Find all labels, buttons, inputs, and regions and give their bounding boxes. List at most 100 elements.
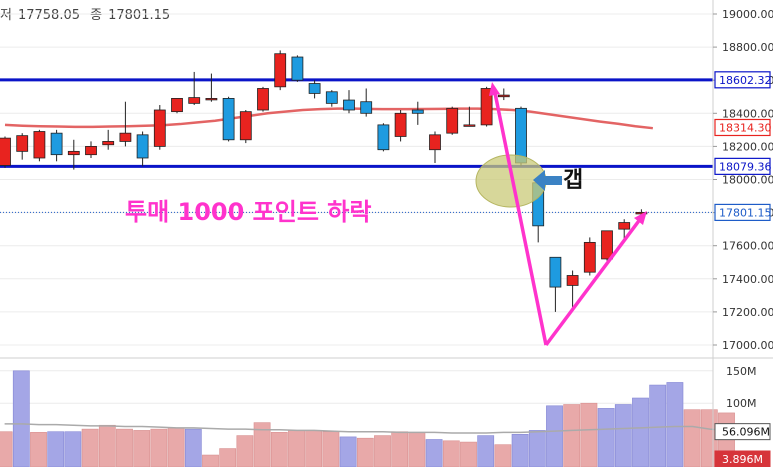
low-label: 저 <box>0 8 12 23</box>
price-tag-box <box>714 157 771 175</box>
volume-tag-box <box>714 423 771 441</box>
volume-bar <box>528 430 546 467</box>
candle-body <box>515 107 527 164</box>
volume-tag-box <box>714 450 771 467</box>
price-tick-label: 18400.00 <box>722 107 773 120</box>
candle-body <box>33 131 46 159</box>
volume-bar <box>202 454 219 467</box>
volume-bar <box>322 431 340 467</box>
volume-bar <box>425 439 443 467</box>
price-tick-label: 17000.00 <box>722 339 773 352</box>
volume-bar <box>12 370 30 467</box>
volume-tick-label: 150M <box>726 365 757 378</box>
candle-body <box>205 98 218 101</box>
volume-grid <box>0 370 713 404</box>
price-tick-label: 17200.00 <box>722 306 773 319</box>
close-label: 종 <box>90 8 103 23</box>
price-tag-label: 18602.32 <box>719 74 772 87</box>
candle-body <box>618 222 631 230</box>
volume-bar <box>150 428 168 467</box>
volume-bar <box>460 441 477 467</box>
price-tick-label: 17600.00 <box>722 240 773 253</box>
price-tick-label: 19000.00 <box>722 8 773 21</box>
price-tick-label: 18800.00 <box>722 41 773 54</box>
price-grid <box>0 13 713 346</box>
gap-annotation: 갭 <box>563 168 584 193</box>
volume-bar <box>305 430 323 467</box>
price-tag-box <box>714 203 771 222</box>
candle-body <box>497 94 510 98</box>
volume-bar <box>339 436 357 467</box>
price-tick-label: 17400.00 <box>722 273 773 286</box>
candle-body <box>171 98 183 113</box>
candle-body <box>274 53 287 88</box>
volume-tag-label: 56.096M <box>722 426 770 439</box>
volume-bar <box>81 428 99 467</box>
price-tick-label: 18000.00 <box>722 174 773 187</box>
candle-body <box>411 109 424 114</box>
volume-bar <box>219 448 237 467</box>
candle-body <box>377 124 390 151</box>
candle-body <box>16 135 29 152</box>
volume-bar <box>666 382 684 467</box>
volume-axis: 150M 100M 56.096M 3.896M <box>714 365 771 467</box>
volume-bar <box>356 437 374 467</box>
volume-bar <box>683 409 701 467</box>
candle-body <box>222 98 235 141</box>
price-tag-box <box>714 118 771 137</box>
candle-body <box>429 134 441 151</box>
volume-bar <box>64 431 82 467</box>
drop-arrow-head <box>489 82 500 96</box>
volume-bar <box>270 432 288 467</box>
annotation-overlay <box>475 82 647 347</box>
candle-body <box>67 150 80 156</box>
price-tick-label: 18200.00 <box>722 140 773 153</box>
gap-arrow <box>533 170 562 191</box>
price-tag-label: 18079.36 <box>719 160 772 173</box>
candle-body <box>85 145 97 156</box>
ma-line <box>4 107 653 130</box>
volume-bar <box>477 435 495 467</box>
candle-body <box>583 241 596 273</box>
volume-bar <box>116 428 133 467</box>
volume-bar <box>494 444 512 467</box>
volume-bar <box>253 422 271 467</box>
price-tag-label: 18314.30 <box>719 121 772 134</box>
price-tag-label: 17801.15 <box>719 206 772 219</box>
volume-bar <box>632 397 649 467</box>
candle-body <box>635 212 648 215</box>
volume-bar <box>614 404 632 467</box>
volume-bar <box>98 424 116 467</box>
candle-body <box>119 132 132 142</box>
candle-body <box>50 132 63 156</box>
volume-bar <box>597 408 615 467</box>
volume-bar <box>0 431 13 467</box>
volume-bar <box>511 434 529 467</box>
candle-body <box>549 256 562 288</box>
volume-bar <box>408 432 426 467</box>
candle-body <box>102 141 115 146</box>
volume-bar <box>133 430 151 467</box>
volume-bar <box>184 428 202 467</box>
price-tag-box <box>714 71 771 89</box>
candle-body <box>480 88 493 126</box>
rebound-arrow-head <box>634 211 647 225</box>
close-value: 17801.15 <box>108 8 171 23</box>
price-header: 저 17758.05 종 17801.15 <box>0 4 176 23</box>
candle-body <box>446 107 459 134</box>
candle-body <box>188 97 201 104</box>
volume-bar <box>580 402 598 467</box>
candle-body <box>136 134 149 159</box>
volume-bar <box>563 404 581 467</box>
candle-body <box>325 91 338 104</box>
candle-body <box>308 83 321 94</box>
volume-tick-label: 100M <box>726 397 757 410</box>
candle-body <box>239 111 252 141</box>
candle-body <box>343 99 355 111</box>
volume-bar <box>649 384 667 467</box>
candle-body <box>257 88 269 111</box>
volume-tag-label: 3.896M <box>722 453 763 466</box>
candle-body <box>463 124 476 127</box>
